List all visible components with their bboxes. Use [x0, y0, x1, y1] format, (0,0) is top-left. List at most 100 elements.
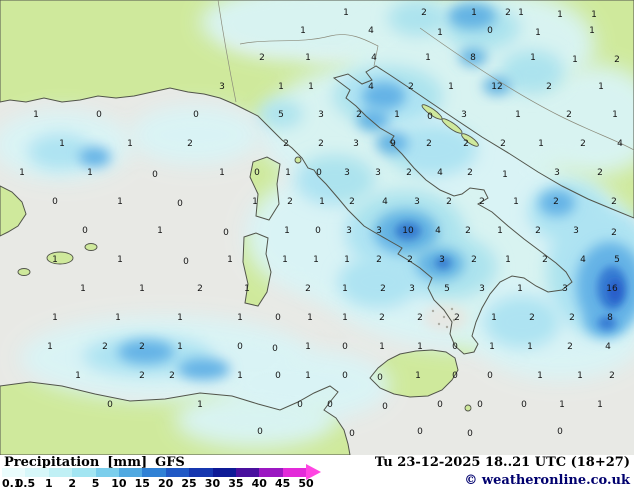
precip-value-label: 0 [193, 110, 199, 120]
precip-value-label: 2 [614, 55, 620, 65]
precip-value-label: 1 [505, 255, 511, 265]
dry-dots [431, 307, 456, 329]
precip-value-label: 1 [343, 8, 349, 18]
precip-value-label: 1 [197, 400, 203, 410]
precip-value-label: 2 [566, 110, 572, 120]
precip-value-label: 0 [107, 400, 113, 410]
precip-value-label: 1 [117, 197, 123, 207]
precip-value-label: 2 [569, 313, 575, 323]
precip-value-label: 4 [605, 342, 611, 352]
precip-value-label: 3 [353, 139, 359, 149]
precip-value-label: 2 [465, 226, 471, 236]
legend-color-cell [142, 468, 166, 477]
precip-value-label: 3 [562, 284, 568, 294]
precipitation-layer [0, 0, 634, 448]
precip-value-label: 2 [611, 197, 617, 207]
legend-tick-label: 35 [228, 477, 244, 490]
precip-value-label: 0 [297, 400, 303, 410]
precip-value-label: 1 [305, 371, 311, 381]
legend-unit: [mm] [107, 455, 148, 470]
precip-value-label: 2 [505, 8, 511, 18]
precip-value-label: 2 [169, 371, 175, 381]
precip-value-label: 0 [315, 226, 321, 236]
precip-value-label: 0 [487, 371, 493, 381]
precip-value-label: 3 [376, 226, 382, 236]
precip-value-label: 0 [377, 373, 383, 383]
precip-value-label: 12 [491, 82, 502, 92]
precip-value-label: 0 [437, 400, 443, 410]
precip-value-label: 3 [219, 82, 225, 92]
precip-value-label: 2 [259, 53, 265, 63]
precip-value-label: 2 [102, 342, 108, 352]
precip-value-label: 4 [371, 53, 377, 63]
precip-value-label: 1 [530, 53, 536, 63]
legend-color-cell [282, 468, 307, 477]
precip-value-label: 2 [535, 226, 541, 236]
precip-value-label: 2 [446, 197, 452, 207]
precip-value-label: 3 [439, 255, 445, 265]
precip-value-label: 1 [278, 82, 284, 92]
precip-value-label: 0 [477, 400, 483, 410]
precip-value-label: 1 [598, 82, 604, 92]
precip-value-label: 0 [342, 342, 348, 352]
precip-value-label: 1 [342, 284, 348, 294]
precip-value-label: 3 [479, 284, 485, 294]
precip-value-label: 0 [342, 371, 348, 381]
precip-value-label: 1 [319, 197, 325, 207]
precip-value-label: 1 [19, 168, 25, 178]
precip-value-label: 1 [537, 371, 543, 381]
precip-value-label: 0 [237, 342, 243, 352]
precip-value-label: 1 [80, 284, 86, 294]
precip-value-label: 1 [157, 226, 163, 236]
precip-value-label: 1 [559, 400, 565, 410]
precip-value-label: 0 [521, 400, 527, 410]
precip-value-label: 2 [417, 313, 423, 323]
legend-arrow-icon [306, 464, 321, 480]
precip-value-label: 2 [471, 255, 477, 265]
legend-tick-label: 0.5 [15, 477, 36, 490]
precip-value-label: 1 [127, 139, 133, 149]
coastline-layer [0, 0, 634, 455]
precip-value-label: 1 [47, 342, 53, 352]
precip-value-label: 1 [394, 110, 400, 120]
legend-color-cell [259, 468, 283, 477]
precipitation-map: 1 2 1 2 1 1 1 1 4 1 0 1 1 2 1 4 1 8 1 1 2 3 1 1 4 2 1 12 2 1 1 0 0 5 3 2 1 0 3… [0, 0, 634, 455]
precip-value-label: 2 [463, 139, 469, 149]
legend-color-cell [235, 468, 260, 477]
precip-value-label: 0 [275, 313, 281, 323]
precip-value-label: 2 [529, 313, 535, 323]
precip-value-label: 2 [567, 342, 573, 352]
legend-tick-label: 25 [181, 477, 197, 490]
precip-value-label: 2 [454, 313, 460, 323]
legend-color-cell [72, 468, 96, 477]
precip-value-label: 2 [283, 139, 289, 149]
precip-value-label: 1 [497, 226, 503, 236]
border-line [239, 34, 379, 67]
precip-value-label: 1 [517, 284, 523, 294]
precip-value-label: 0 [452, 371, 458, 381]
legend-tick-label: 50 [298, 477, 314, 490]
precip-value-label: 1 [59, 139, 65, 149]
precip-value-label: 2 [553, 197, 559, 207]
precip-value-label: 10 [402, 226, 414, 236]
precip-value-label: 1 [448, 82, 454, 92]
precip-value-label: 0 [349, 429, 355, 439]
border-line [217, 0, 237, 103]
precip-value-label: 2 [408, 82, 414, 92]
precip-value-label: 1 [313, 255, 319, 265]
legend-color-cell [165, 468, 190, 477]
copyright-link[interactable]: © weatheronline.co.uk [464, 473, 630, 488]
precip-value-label: 5 [278, 110, 284, 120]
precip-value-label: 2 [406, 168, 412, 178]
legend-title: Precipitation [4, 455, 100, 470]
precip-value-label: 1 [535, 28, 541, 38]
precip-value-label: 3 [414, 197, 420, 207]
precip-value-label: 2 [187, 139, 193, 149]
precip-value-label: 2 [287, 197, 293, 207]
precip-value-label: 0 [177, 199, 183, 209]
precip-value-label: 2 [611, 228, 617, 238]
legend-bar: Precipitation [mm] GFS 0.1 0.5 1 2 5 10 15 20 25 30… [0, 455, 634, 490]
precip-value-label: 1 [415, 371, 421, 381]
precip-value-label: 2 [426, 139, 432, 149]
